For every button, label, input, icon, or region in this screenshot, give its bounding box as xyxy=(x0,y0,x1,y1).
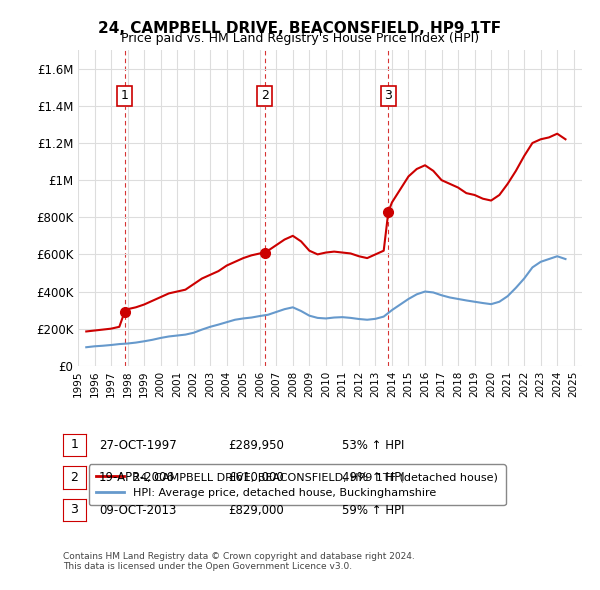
Text: 3: 3 xyxy=(70,503,79,516)
Text: £610,000: £610,000 xyxy=(228,471,284,484)
Text: £289,950: £289,950 xyxy=(228,439,284,452)
Text: 1: 1 xyxy=(70,438,79,451)
Text: 27-OCT-1997: 27-OCT-1997 xyxy=(99,439,177,452)
Text: 24, CAMPBELL DRIVE, BEACONSFIELD, HP9 1TF: 24, CAMPBELL DRIVE, BEACONSFIELD, HP9 1T… xyxy=(98,21,502,35)
Text: 19-APR-2006: 19-APR-2006 xyxy=(99,471,175,484)
Text: 2: 2 xyxy=(70,471,79,484)
Text: Contains HM Land Registry data © Crown copyright and database right 2024.: Contains HM Land Registry data © Crown c… xyxy=(63,552,415,560)
Text: 49% ↑ HPI: 49% ↑ HPI xyxy=(342,471,404,484)
Text: 2: 2 xyxy=(261,90,269,103)
Text: 09-OCT-2013: 09-OCT-2013 xyxy=(99,504,176,517)
Text: Price paid vs. HM Land Registry's House Price Index (HPI): Price paid vs. HM Land Registry's House … xyxy=(121,32,479,45)
Legend: 24, CAMPBELL DRIVE, BEACONSFIELD, HP9 1TF (detached house), HPI: Average price, : 24, CAMPBELL DRIVE, BEACONSFIELD, HP9 1T… xyxy=(89,464,506,506)
Text: This data is licensed under the Open Government Licence v3.0.: This data is licensed under the Open Gov… xyxy=(63,562,352,571)
Text: 3: 3 xyxy=(385,90,392,103)
Text: 59% ↑ HPI: 59% ↑ HPI xyxy=(342,504,404,517)
Text: 1: 1 xyxy=(121,90,128,103)
Text: £829,000: £829,000 xyxy=(228,504,284,517)
Text: 53% ↑ HPI: 53% ↑ HPI xyxy=(342,439,404,452)
